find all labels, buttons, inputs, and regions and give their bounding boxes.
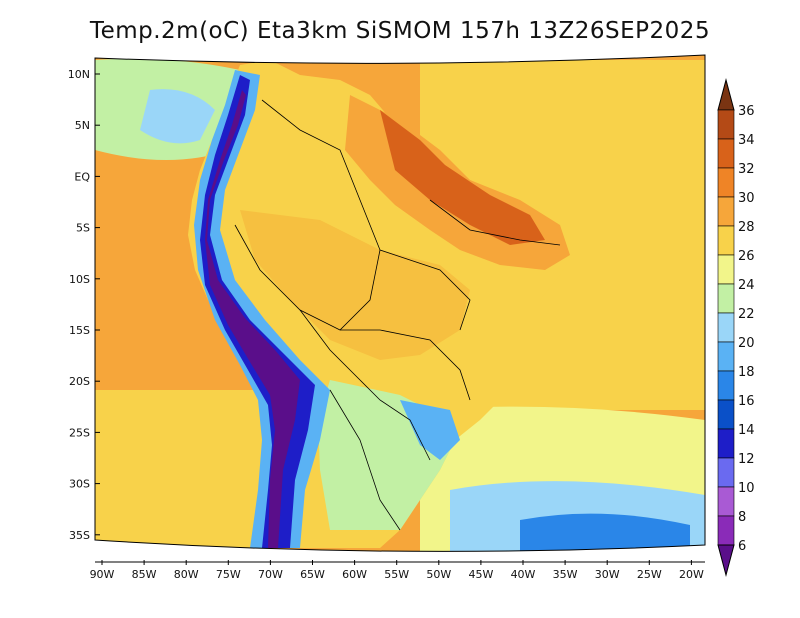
colorbar-bin bbox=[717, 457, 735, 488]
border-center bbox=[299, 309, 431, 461]
colorbar-bin bbox=[717, 399, 735, 430]
colorbar-bin bbox=[717, 283, 735, 314]
colorbar-bin bbox=[717, 167, 735, 198]
colorbar-bin bbox=[717, 312, 735, 343]
pacific-mild-zone bbox=[95, 390, 275, 550]
lat-tick-label: 10N bbox=[68, 68, 90, 81]
colorbar-level-label: 8 bbox=[738, 510, 746, 525]
northeast-hotter-zone bbox=[380, 110, 545, 245]
lon-tick-label: 30W bbox=[595, 568, 620, 581]
colorbar-level-label: 26 bbox=[738, 249, 755, 264]
colorbar-level-label: 24 bbox=[738, 278, 755, 293]
colorbar-bin bbox=[717, 341, 735, 372]
colorbar-bin bbox=[717, 109, 735, 140]
map-field bbox=[95, 55, 705, 552]
colorbar-bin bbox=[717, 254, 735, 285]
border-brazil-south bbox=[340, 329, 471, 401]
lon-tick-label: 50W bbox=[426, 568, 451, 581]
lon-tick-label: 45W bbox=[468, 568, 493, 581]
pacific-cooler-zone bbox=[140, 89, 215, 144]
central-warm-zone bbox=[240, 210, 470, 360]
colorbar-level-label: 30 bbox=[738, 191, 755, 206]
colorbar-level-label: 34 bbox=[738, 133, 755, 148]
border-northeast-states bbox=[429, 199, 561, 246]
longitude-axis: 90W 85W 80W 75W 70W 65W 60W 55W 50W 45W 40W 35W 30W 2… bbox=[90, 560, 705, 581]
colorbar-level-label: 32 bbox=[738, 162, 755, 177]
colorbar-level-label: 6 bbox=[738, 539, 746, 554]
lon-tick-label: 40W bbox=[511, 568, 536, 581]
lon-tick-label: 75W bbox=[216, 568, 241, 581]
colorbar-level-label: 22 bbox=[738, 307, 755, 322]
latitude-axis: 10N 5N EQ 5S 10S 15S 20S 25S 30S 35S bbox=[68, 68, 100, 542]
colorbar-level-label: 28 bbox=[738, 220, 755, 235]
border-brazil-states bbox=[379, 249, 471, 331]
lon-tick-label: 55W bbox=[384, 568, 409, 581]
colorbar-min-arrow bbox=[717, 544, 735, 577]
colorbar-bin bbox=[717, 196, 735, 227]
lat-tick-label: EQ bbox=[74, 170, 90, 183]
colorbar-level-label: 18 bbox=[738, 365, 755, 380]
map-frame bbox=[94, 54, 706, 552]
lat-tick-label: 5S bbox=[76, 222, 90, 235]
lon-tick-label: 80W bbox=[174, 568, 199, 581]
colorbar: 36 34 32 30 28 26 24 22 20 18 16 14 12 10 8 6 bbox=[717, 78, 755, 577]
country-borders bbox=[234, 99, 561, 531]
colorbar-level-label: 36 bbox=[738, 104, 755, 119]
colorbar-bin bbox=[717, 225, 735, 256]
south-atlantic-colder-zone bbox=[520, 513, 690, 552]
colorbar-level-label: 12 bbox=[738, 452, 755, 467]
lon-tick-label: 70W bbox=[258, 568, 283, 581]
colorbar-level-label: 16 bbox=[738, 394, 755, 409]
lon-tick-label: 90W bbox=[90, 568, 115, 581]
colorbar-bin bbox=[717, 428, 735, 459]
colorbar-level-label: 10 bbox=[738, 481, 755, 496]
lat-tick-label: 5N bbox=[75, 119, 90, 132]
map-title: Temp.2m(oC) Eta3km SiSMOM 157h 13Z26SEP2… bbox=[89, 18, 711, 44]
andes-peaks-zone bbox=[205, 90, 300, 548]
border-north bbox=[234, 99, 381, 331]
lon-tick-label: 25W bbox=[637, 568, 662, 581]
lat-tick-label: 25S bbox=[69, 426, 90, 439]
colorbar-level-label: 20 bbox=[738, 336, 755, 351]
lon-tick-label: 85W bbox=[132, 568, 157, 581]
colorbar-bin bbox=[717, 486, 735, 517]
colorbar-level-label: 14 bbox=[738, 423, 755, 438]
lat-tick-label: 20S bbox=[69, 375, 90, 388]
lon-tick-label: 65W bbox=[300, 568, 325, 581]
colorbar-bin bbox=[717, 515, 735, 546]
border-argentina bbox=[329, 389, 401, 531]
colorbar-bin bbox=[717, 138, 735, 169]
lat-tick-label: 35S bbox=[69, 529, 90, 542]
lat-tick-label: 15S bbox=[69, 324, 90, 337]
lat-tick-label: 30S bbox=[69, 478, 90, 491]
lon-tick-label: 20W bbox=[679, 568, 704, 581]
colorbar-max-arrow bbox=[717, 78, 735, 111]
lon-tick-label: 35W bbox=[553, 568, 578, 581]
colorbar-bin bbox=[717, 370, 735, 401]
southeast-cold-zone bbox=[400, 400, 460, 460]
lon-tick-label: 60W bbox=[342, 568, 367, 581]
lat-tick-label: 10S bbox=[69, 273, 90, 286]
